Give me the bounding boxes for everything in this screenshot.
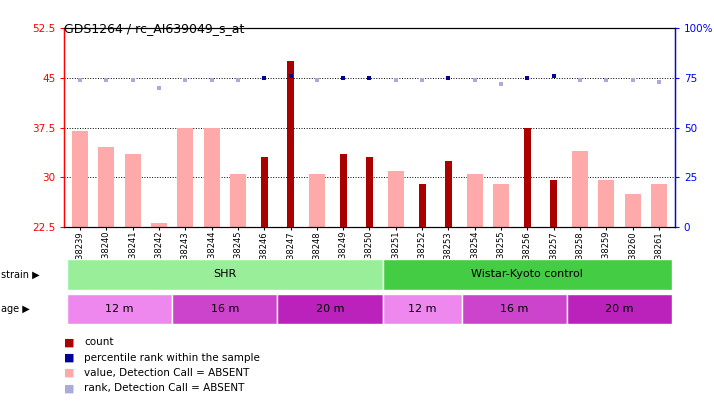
- Bar: [125, 154, 141, 227]
- Bar: [172, 294, 278, 324]
- Bar: [524, 128, 531, 227]
- Bar: [383, 259, 672, 290]
- Text: count: count: [84, 337, 114, 347]
- Bar: [340, 154, 347, 227]
- Bar: [418, 184, 426, 227]
- Bar: [598, 181, 614, 227]
- Bar: [99, 147, 114, 227]
- Bar: [309, 174, 325, 227]
- Text: ■: ■: [64, 368, 75, 378]
- Text: strain ▶: strain ▶: [1, 269, 40, 279]
- Text: 20 m: 20 m: [605, 304, 634, 314]
- Text: 16 m: 16 m: [211, 304, 239, 314]
- Text: 20 m: 20 m: [316, 304, 344, 314]
- Bar: [203, 128, 219, 227]
- Bar: [493, 184, 509, 227]
- Bar: [461, 294, 567, 324]
- Bar: [445, 161, 452, 227]
- Text: Wistar-Kyoto control: Wistar-Kyoto control: [471, 269, 583, 279]
- Bar: [287, 62, 294, 227]
- Bar: [383, 294, 461, 324]
- Bar: [151, 224, 167, 227]
- Bar: [67, 294, 172, 324]
- Text: ■: ■: [64, 384, 75, 393]
- Bar: [550, 181, 557, 227]
- Bar: [572, 151, 588, 227]
- Text: value, Detection Call = ABSENT: value, Detection Call = ABSENT: [84, 368, 250, 378]
- Text: SHR: SHR: [213, 269, 236, 279]
- Text: 12 m: 12 m: [408, 304, 436, 314]
- Bar: [388, 171, 403, 227]
- Text: age ▶: age ▶: [1, 304, 30, 314]
- Text: ■: ■: [64, 337, 75, 347]
- Text: 16 m: 16 m: [500, 304, 528, 314]
- Bar: [567, 294, 672, 324]
- Text: 12 m: 12 m: [105, 304, 134, 314]
- Bar: [625, 194, 640, 227]
- Bar: [67, 259, 383, 290]
- Bar: [177, 128, 193, 227]
- Bar: [230, 174, 246, 227]
- Text: GDS1264 / rc_AI639049_s_at: GDS1264 / rc_AI639049_s_at: [64, 22, 245, 35]
- Bar: [651, 184, 667, 227]
- Bar: [278, 294, 383, 324]
- Text: ■: ■: [64, 353, 75, 362]
- Bar: [366, 158, 373, 227]
- Text: rank, Detection Call = ABSENT: rank, Detection Call = ABSENT: [84, 384, 245, 393]
- Bar: [467, 174, 483, 227]
- Text: percentile rank within the sample: percentile rank within the sample: [84, 353, 260, 362]
- Bar: [72, 131, 88, 227]
- Bar: [261, 158, 268, 227]
